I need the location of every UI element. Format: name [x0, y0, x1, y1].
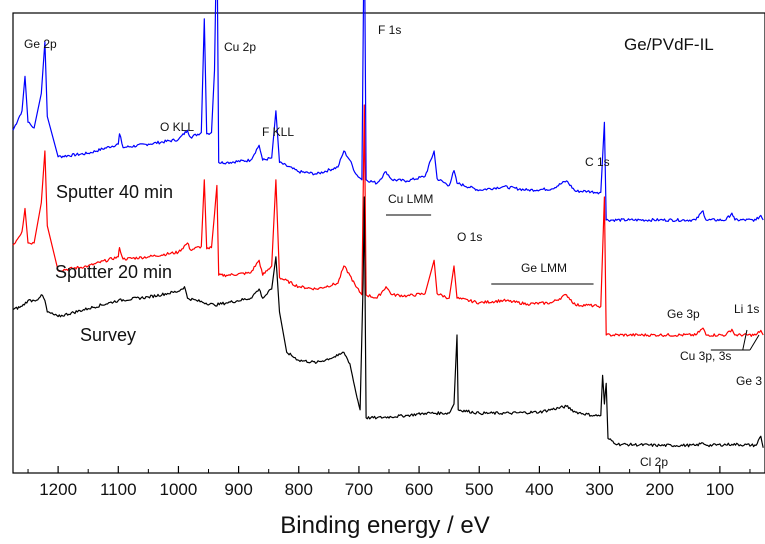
annotation-c-1s: C 1s: [585, 155, 610, 169]
plot-frame: [12, 12, 765, 474]
cu-3p-3s-pointer: [749, 334, 760, 351]
annotation-cl-2p: Cl 2p: [640, 455, 668, 469]
x-tick-label: 600: [405, 480, 433, 499]
annotation-o-1s: O 1s: [457, 230, 482, 244]
x-tick-label: 800: [285, 480, 313, 499]
x-tick-label: 1000: [160, 480, 198, 499]
annotation-o-kll: O KLL: [160, 120, 194, 134]
x-tick-label: 1100: [100, 480, 137, 499]
peak-annotations: Ge 2p Cu 2p F 1s O KLL F KLL Cu LMM Ge LMM O 1s…: [24, 23, 762, 469]
x-tick-label: 1200: [39, 480, 77, 499]
spectrum-line-sputter-40-min: [12, 0, 764, 222]
x-tick-label: 700: [345, 480, 373, 499]
annotation-cu-3p-3s: Cu 3p, 3s: [680, 349, 731, 363]
spectrum-line-survey: [12, 196, 764, 448]
annotation-survey: Survey: [80, 325, 136, 345]
annotation-cu-2p: Cu 2p: [224, 40, 256, 54]
chart-title: Ge/PVdF-IL: [624, 35, 714, 54]
annotation-f-kll: F KLL: [262, 125, 294, 139]
annotation-ge-2p: Ge 2p: [24, 37, 57, 51]
peak-region-lines: [385, 214, 760, 351]
annotation-sputter-40-min: Sputter 40 min: [56, 182, 173, 202]
x-tick-label: 100: [706, 480, 734, 499]
annotation-ge-3p: Ge 3p: [667, 307, 700, 321]
annotation-li-1s: Li 1s: [734, 302, 759, 316]
x-tick-label: 400: [525, 480, 553, 499]
x-axis-ticks: 1200 1100 1000 900 800 700 600 500 400 300 200 100: [27, 466, 751, 499]
x-axis-label: Binding energy / eV: [280, 512, 489, 539]
annotation-cu-lmm: Cu LMM: [388, 192, 433, 206]
annotation-ge-3: Ge 3: [736, 374, 762, 388]
annotation-ge-lmm: Ge LMM: [521, 261, 567, 275]
x-tick-label: 500: [465, 480, 493, 499]
x-tick-label: 300: [585, 480, 613, 499]
x-tick-label: 900: [224, 480, 252, 499]
annotation-f-1s: F 1s: [378, 23, 401, 37]
annotation-sputter-20-min: Sputter 20 min: [55, 262, 172, 282]
spectrum-line-sputter-20-min: [12, 104, 764, 337]
x-tick-label: 200: [646, 480, 674, 499]
spectrum-traces: [12, 0, 764, 448]
li-1s-pointer: [742, 329, 748, 351]
